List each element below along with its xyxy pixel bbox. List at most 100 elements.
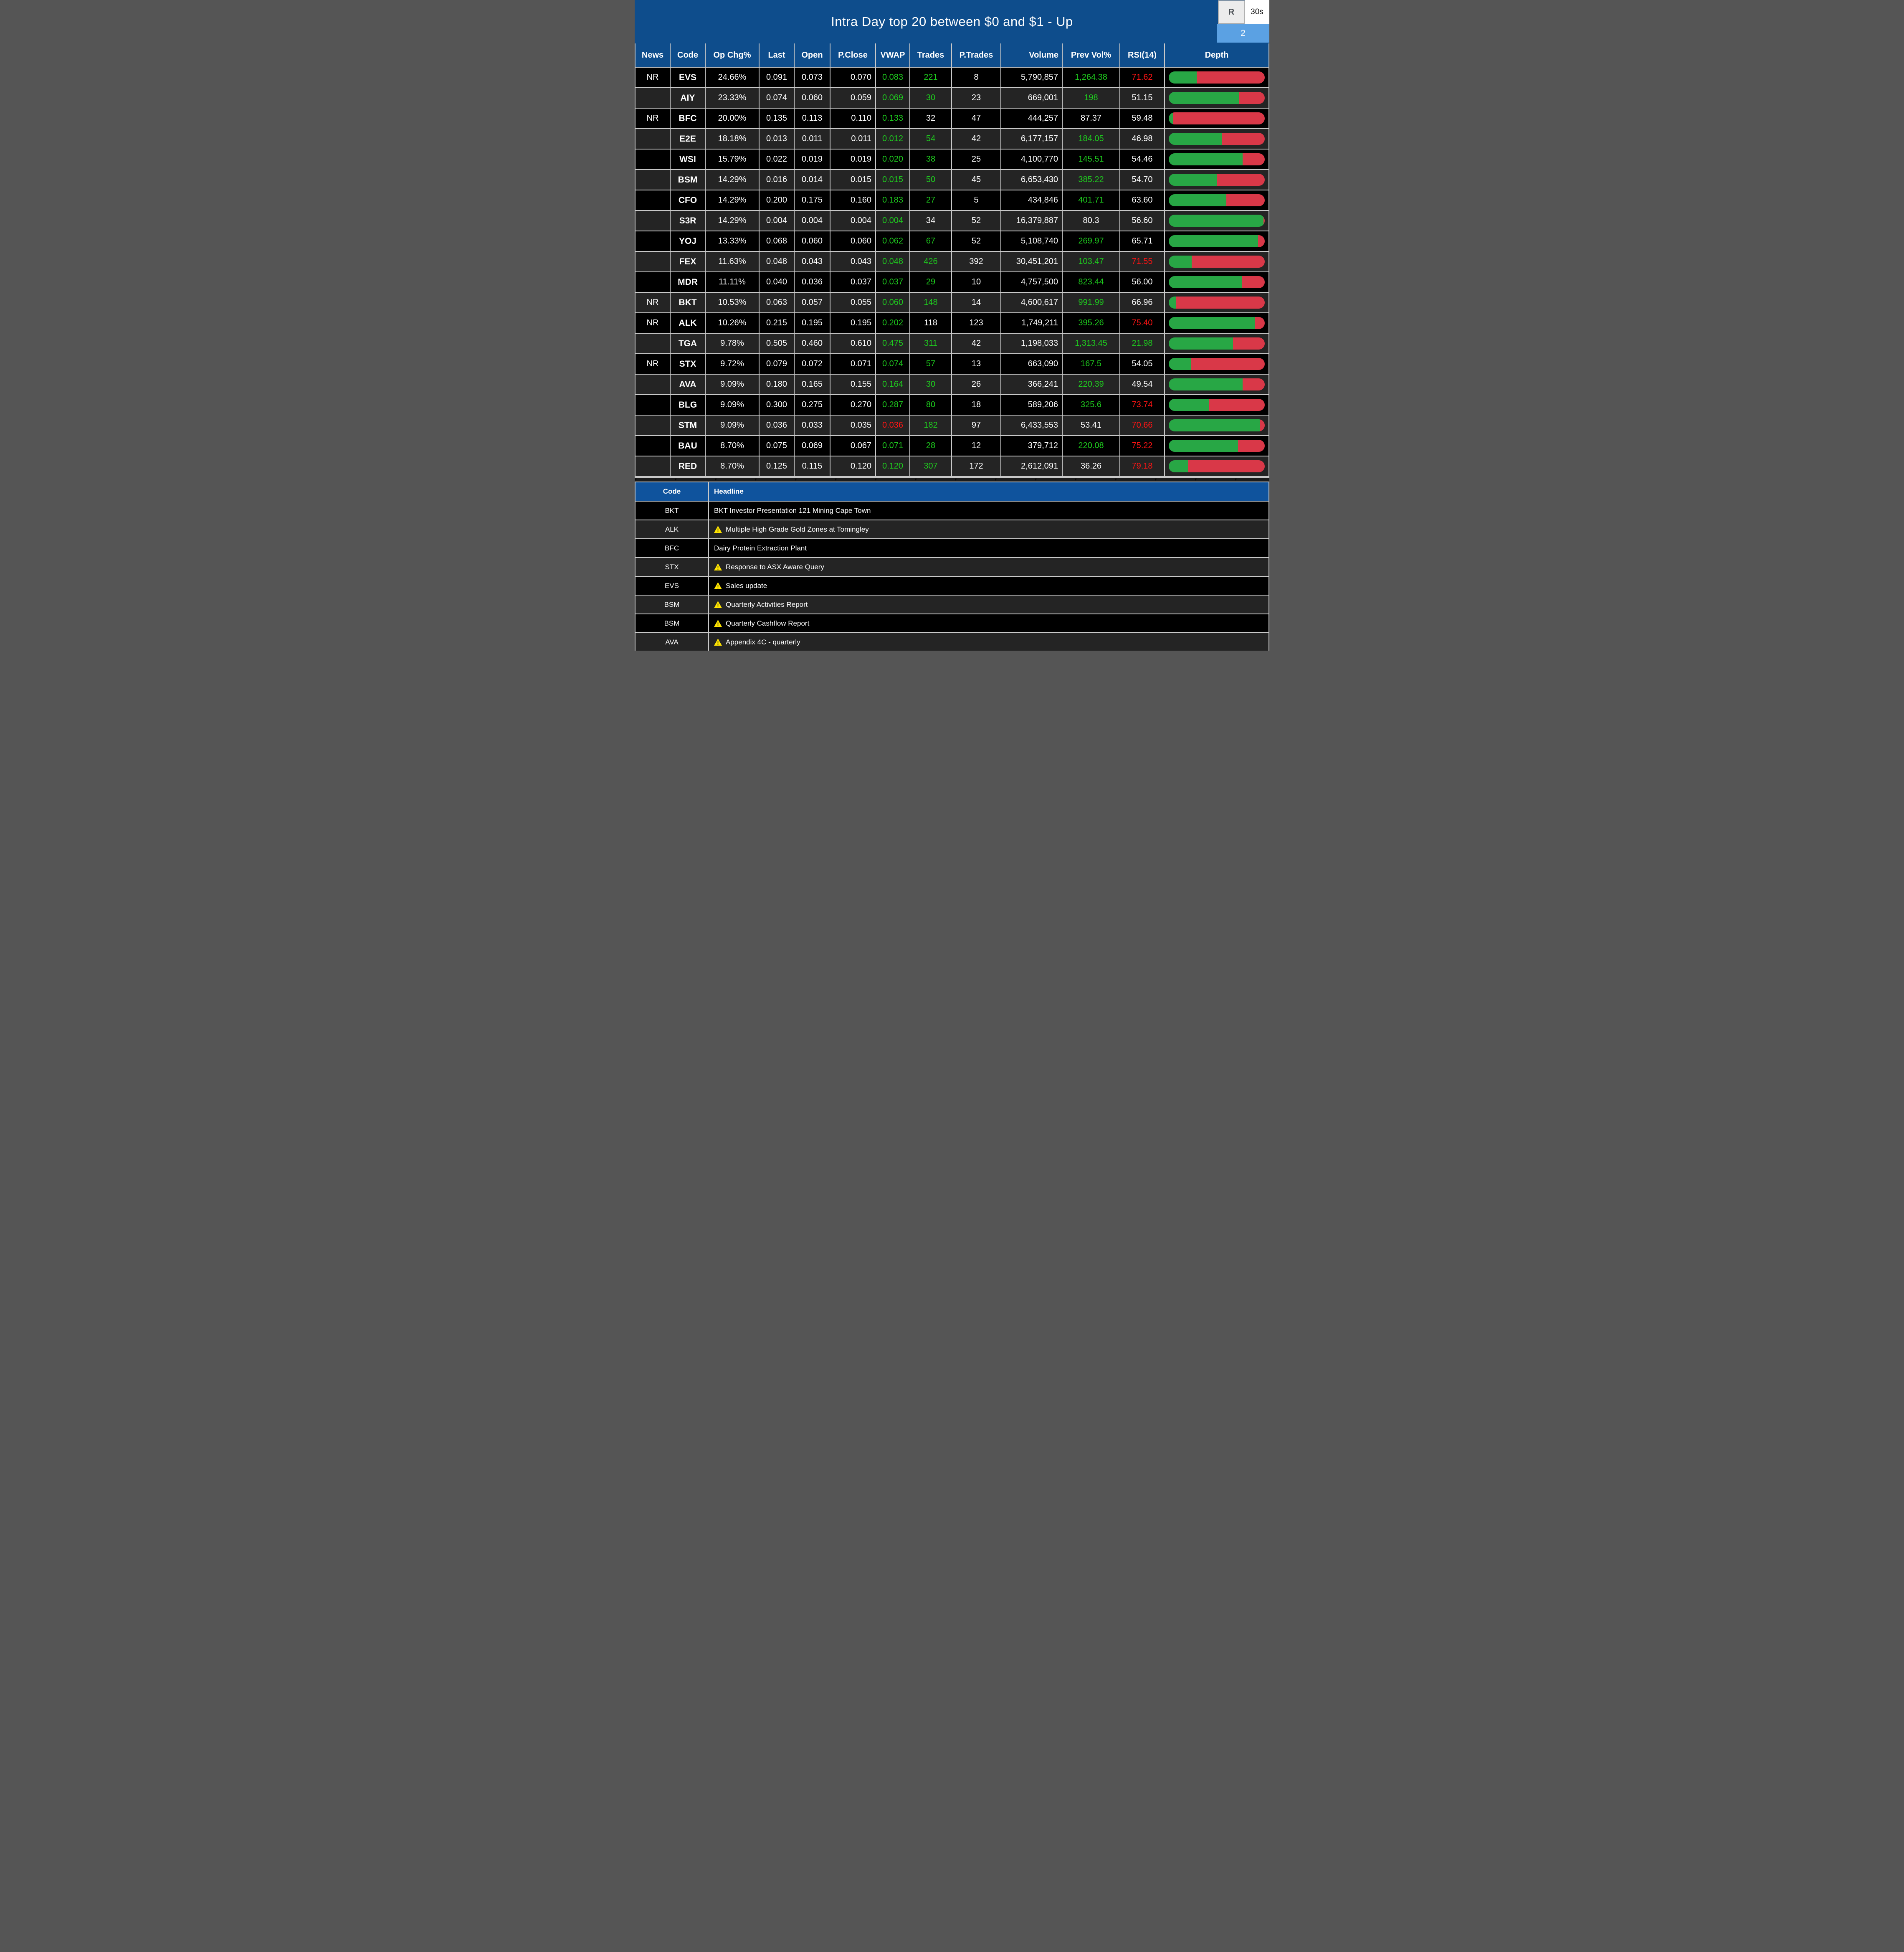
headline-col-headline[interactable]: Headline [709,482,1268,501]
stock-code: BAU [671,436,706,456]
table-row[interactable]: NR STX 9.72% 0.079 0.072 0.071 0.074 57 … [636,353,1268,374]
warning-icon [714,601,722,608]
table-row[interactable]: NR BFC 20.00% 0.135 0.113 0.110 0.133 32… [636,108,1268,128]
headline-row[interactable]: BSM Quarterly Activities Report [636,595,1268,613]
prev-vol-percent: 184.05 [1063,129,1120,149]
op-chg-percent: 9.09% [706,375,760,394]
col-header-news[interactable]: News [636,43,671,67]
col-header-last[interactable]: Last [760,43,795,67]
table-row[interactable]: RED 8.70% 0.125 0.115 0.120 0.120 307 17… [636,456,1268,476]
volume-value: 434,846 [1001,190,1063,210]
splitter-handle[interactable] [635,477,1269,482]
headline-row[interactable]: STX Response to ASX Aware Query [636,557,1268,576]
p-close-price: 0.019 [830,150,876,169]
table-row[interactable]: STM 9.09% 0.036 0.033 0.035 0.036 182 97… [636,415,1268,435]
depth-bar [1169,235,1265,247]
col-header-depth[interactable]: Depth [1165,43,1268,67]
table-row[interactable]: BAU 8.70% 0.075 0.069 0.067 0.071 28 12 … [636,435,1268,456]
col-header-rsi[interactable]: RSI(14) [1120,43,1165,67]
refresh-button[interactable]: R [1218,0,1245,24]
headline-row[interactable]: BKT BKT Investor Presentation 121 Mining… [636,501,1268,520]
depth-sell-bar [1243,153,1265,165]
table-row[interactable]: CFO 14.29% 0.200 0.175 0.160 0.183 27 5 … [636,190,1268,210]
depth-sell-bar [1217,174,1265,186]
p-close-price: 0.110 [830,109,876,128]
news-flag [636,170,671,190]
news-flag [636,231,671,251]
trades-count: 148 [910,293,952,312]
vwap-value: 0.475 [876,334,910,353]
p-trades-count: 172 [952,456,1001,476]
op-chg-percent: 14.29% [706,170,760,190]
depth-buy-bar [1169,215,1263,227]
last-price: 0.068 [760,231,795,251]
depth-buy-bar [1169,358,1191,370]
table-row[interactable]: S3R 14.29% 0.004 0.004 0.004 0.004 34 52… [636,210,1268,231]
vwap-value: 0.037 [876,272,910,292]
open-price: 0.060 [795,231,830,251]
table-row[interactable]: NR EVS 24.66% 0.091 0.073 0.070 0.083 22… [636,67,1268,87]
depth-bar [1169,276,1265,288]
table-row[interactable]: FEX 11.63% 0.048 0.043 0.043 0.048 426 3… [636,251,1268,271]
table-row[interactable]: AIY 23.33% 0.074 0.060 0.059 0.069 30 23… [636,87,1268,108]
table-row[interactable]: AVA 9.09% 0.180 0.165 0.155 0.164 30 26 … [636,374,1268,394]
depth-cell [1165,68,1268,87]
vwap-value: 0.202 [876,313,910,333]
vwap-value: 0.036 [876,416,910,435]
vwap-value: 0.083 [876,68,910,87]
depth-cell [1165,334,1268,353]
news-flag [636,334,671,353]
col-header-p-trades[interactable]: P.Trades [952,43,1001,67]
op-chg-percent: 11.11% [706,272,760,292]
count-badge-button[interactable]: 2 [1217,24,1269,43]
depth-cell [1165,109,1268,128]
depth-sell-bar [1221,133,1265,145]
col-header-op-chg[interactable]: Op Chg% [706,43,760,67]
depth-cell [1165,252,1268,271]
p-trades-count: 42 [952,334,1001,353]
depth-bar [1169,92,1265,104]
depth-bar [1169,174,1265,186]
headline-row[interactable]: BFC Dairy Protein Extraction Plant [636,538,1268,557]
open-price: 0.019 [795,150,830,169]
news-flag [636,395,671,415]
trades-count: 54 [910,129,952,149]
col-header-volume[interactable]: Volume [1001,43,1063,67]
col-header-trades[interactable]: Trades [910,43,952,67]
headline-row[interactable]: BSM Quarterly Cashflow Report [636,613,1268,632]
depth-bar [1169,378,1265,390]
col-header-p-close[interactable]: P.Close [830,43,876,67]
volume-value: 6,177,157 [1001,129,1063,149]
headline-row[interactable]: AVA Appendix 4C - quarterly [636,632,1268,651]
table-row[interactable]: TGA 9.78% 0.505 0.460 0.610 0.475 311 42… [636,333,1268,353]
table-row[interactable]: NR ALK 10.26% 0.215 0.195 0.195 0.202 11… [636,312,1268,333]
headline-col-code[interactable]: Code [636,482,709,501]
vwap-value: 0.069 [876,88,910,108]
table-row[interactable]: WSI 15.79% 0.022 0.019 0.019 0.020 38 25… [636,149,1268,169]
last-price: 0.505 [760,334,795,353]
col-header-prev-vol[interactable]: Prev Vol% [1063,43,1120,67]
table-row[interactable]: NR BKT 10.53% 0.063 0.057 0.055 0.060 14… [636,292,1268,312]
table-row[interactable]: BLG 9.09% 0.300 0.275 0.270 0.287 80 18 … [636,394,1268,415]
last-price: 0.013 [760,129,795,149]
headline-text: BKT Investor Presentation 121 Mining Cap… [714,506,871,515]
table-row[interactable]: YOJ 13.33% 0.068 0.060 0.060 0.062 67 52… [636,231,1268,251]
depth-sell-bar [1263,215,1265,227]
col-header-open[interactable]: Open [795,43,830,67]
col-header-vwap[interactable]: VWAP [876,43,910,67]
open-price: 0.275 [795,395,830,415]
headline-row[interactable]: EVS Sales update [636,576,1268,595]
interval-button[interactable]: 30s [1245,0,1269,24]
table-row[interactable]: BSM 14.29% 0.016 0.014 0.015 0.015 50 45… [636,169,1268,190]
headline-code: BSM [636,596,709,613]
table-row[interactable]: MDR 11.11% 0.040 0.036 0.037 0.037 29 10… [636,271,1268,292]
news-flag [636,190,671,210]
depth-buy-bar [1169,194,1226,206]
trades-count: 30 [910,88,952,108]
col-header-code[interactable]: Code [671,43,706,67]
headline-row[interactable]: ALK Multiple High Grade Gold Zones at To… [636,520,1268,538]
table-row[interactable]: E2E 18.18% 0.013 0.011 0.011 0.012 54 42… [636,128,1268,149]
volume-value: 6,653,430 [1001,170,1063,190]
depth-cell [1165,231,1268,251]
depth-cell [1165,88,1268,108]
